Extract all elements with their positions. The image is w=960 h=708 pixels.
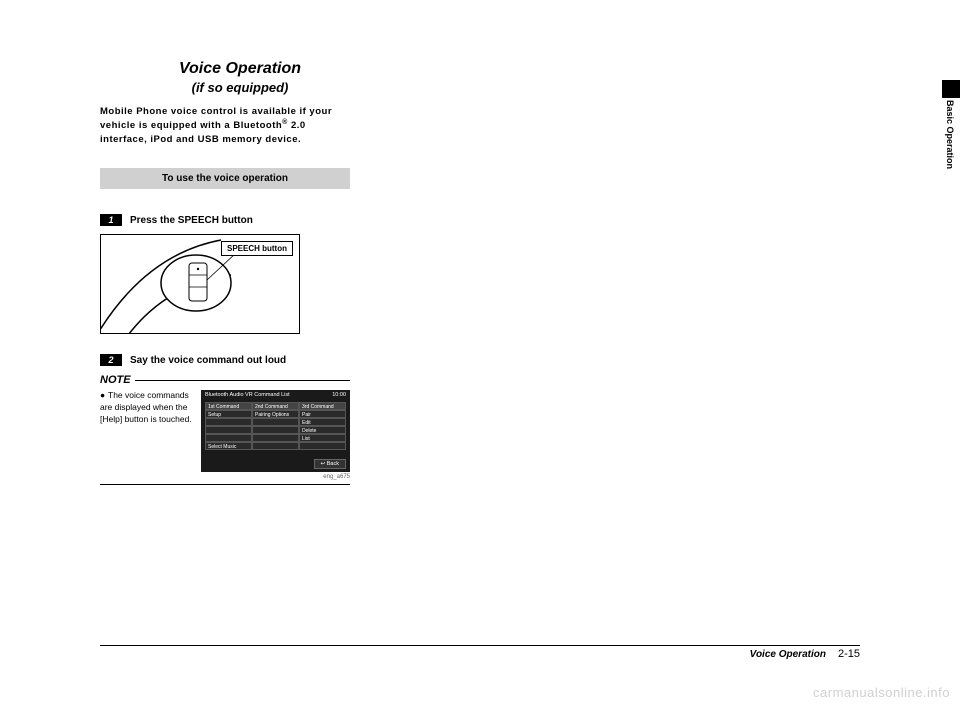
- watermark: carmanualsonline.info: [813, 685, 950, 700]
- screen-cell: Select Music Player: [205, 442, 252, 450]
- footer-title: Voice Operation: [750, 649, 826, 660]
- screen-cell: Pairing Options: [252, 410, 299, 418]
- step-1-number: 1: [100, 214, 122, 226]
- screen-col-1: 1st Command: [205, 402, 252, 410]
- screen-col-3: 3rd Command: [299, 402, 346, 410]
- note-text: ●The voice commands are displayed when t…: [100, 390, 195, 426]
- screen-cell: [252, 426, 299, 434]
- step-1-text: Press the SPEECH button: [130, 215, 253, 226]
- screen-col-2: 2nd Command: [252, 402, 299, 410]
- page-subtitle: (if so equipped): [100, 80, 380, 95]
- screen-back-button: ↩ Back: [314, 459, 346, 469]
- page-footer: Voice Operation 2-15: [100, 645, 860, 660]
- help-screen: Bluetooth Audio VR Command List 10:00 1s…: [201, 390, 350, 472]
- screen-cell: [205, 426, 252, 434]
- screen-cell: [252, 434, 299, 442]
- speech-button-label: SPEECH button: [221, 241, 293, 256]
- note-label: NOTE: [100, 374, 131, 386]
- screen-cell: List: [299, 434, 346, 442]
- screen-cell: [252, 442, 299, 450]
- screen-table: 1st Command 2nd Command 3rd Command Setu…: [205, 402, 346, 450]
- screen-time: 10:00: [332, 392, 346, 398]
- section-banner: To use the voice operation: [100, 168, 350, 189]
- image-caption: eng_a675: [100, 474, 350, 480]
- screen-cell: Setup: [205, 410, 252, 418]
- side-tab: Basic Operation: [942, 80, 960, 169]
- footer-page-number: 2-15: [838, 648, 860, 660]
- screen-cell: [252, 418, 299, 426]
- note-end-divider: [100, 484, 350, 485]
- side-tab-marker: [942, 80, 960, 98]
- screen-cell: Pair: [299, 410, 346, 418]
- screen-cell: [205, 418, 252, 426]
- screen-cell: [205, 434, 252, 442]
- note-divider: [135, 380, 350, 381]
- step-2-text: Say the voice command out loud: [130, 355, 286, 366]
- side-tab-text: Basic Operation: [942, 100, 955, 169]
- intro-text: Mobile Phone voice control is available …: [100, 105, 350, 146]
- screen-cell: Edit: [299, 418, 346, 426]
- screen-title: Bluetooth Audio VR Command List: [205, 392, 290, 398]
- speech-button-diagram: SPEECH button: [100, 234, 300, 334]
- screen-cell: Delete: [299, 426, 346, 434]
- screen-cell: [299, 442, 346, 450]
- step-2-number: 2: [100, 354, 122, 366]
- step-2: 2 Say the voice command out loud: [100, 354, 860, 366]
- step-1: 1 Press the SPEECH button: [100, 214, 860, 226]
- page-title: Voice Operation: [100, 60, 380, 78]
